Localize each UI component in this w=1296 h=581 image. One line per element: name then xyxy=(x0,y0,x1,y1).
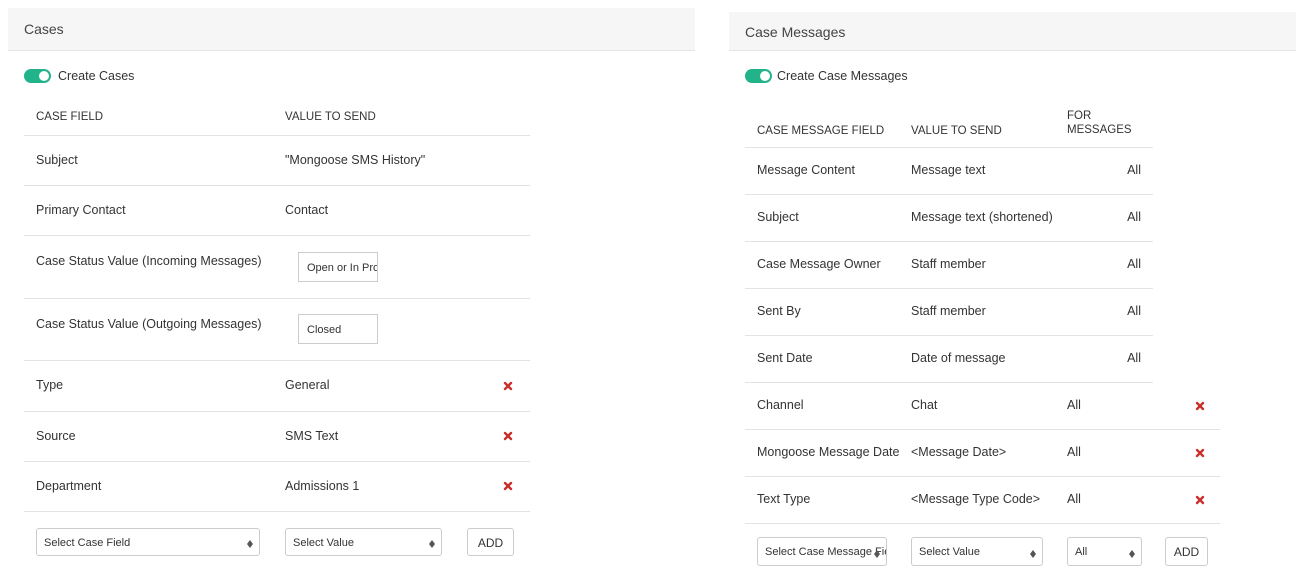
field-label: Subject xyxy=(36,153,78,167)
select[interactable]: All xyxy=(1067,537,1142,566)
toggle[interactable] xyxy=(24,69,51,83)
field-label: Message Content xyxy=(757,163,855,177)
field-label: Case Message Owner xyxy=(757,257,881,271)
field-label: Source xyxy=(36,429,76,443)
value-input[interactable]: Closed xyxy=(298,314,378,344)
column-header: VALUE TO SEND xyxy=(285,111,376,123)
remove-icon[interactable] xyxy=(1195,401,1205,411)
field-label: Department xyxy=(36,479,102,493)
column-header: FOR MESSAGES xyxy=(1067,110,1132,136)
row-divider xyxy=(24,511,530,512)
row-divider xyxy=(745,476,1220,477)
value-text: Date of message xyxy=(911,351,1006,365)
field-label: Mongoose Message Date xyxy=(757,445,900,459)
row-divider xyxy=(24,298,530,299)
for-text: All xyxy=(1067,492,1081,506)
value-text: SMS Text xyxy=(285,429,339,443)
value-text: Chat xyxy=(911,398,938,412)
field-label: Case Status Value (Outgoing Messages) xyxy=(36,317,262,331)
field-label: Sent By xyxy=(757,304,801,318)
field-label: Subject xyxy=(757,210,799,224)
row-divider xyxy=(24,135,530,136)
row-divider xyxy=(745,194,1153,195)
toggle[interactable] xyxy=(745,69,772,83)
panel-title: Case Messages xyxy=(745,24,846,40)
row-divider xyxy=(745,429,1220,430)
add-button[interactable]: ADD xyxy=(1165,537,1208,566)
for-text: All xyxy=(1127,351,1141,365)
row-divider xyxy=(745,147,1153,148)
for-text: All xyxy=(1127,304,1141,318)
for-text: All xyxy=(1127,257,1141,271)
for-text: All xyxy=(1067,398,1081,412)
toggle-label: Create Cases xyxy=(58,69,135,83)
column-header: CASE MESSAGE FIELD xyxy=(757,125,885,137)
for-text: All xyxy=(1127,210,1141,224)
row-divider xyxy=(24,360,530,361)
row-divider xyxy=(24,411,530,412)
select[interactable]: Select Case Message Field xyxy=(757,537,887,566)
field-label: Sent Date xyxy=(757,351,813,365)
field-label: Channel xyxy=(757,398,804,412)
add-button[interactable]: ADD xyxy=(467,528,514,556)
value-text: General xyxy=(285,378,330,392)
value-text: <Message Date> xyxy=(911,445,1007,459)
value-text: Contact xyxy=(285,203,329,217)
row-divider xyxy=(24,235,530,236)
remove-icon[interactable] xyxy=(503,481,513,491)
row-divider xyxy=(745,288,1153,289)
row-divider xyxy=(745,382,1153,383)
for-text: All xyxy=(1067,445,1081,459)
toggle-label: Create Case Messages xyxy=(777,69,908,83)
row-divider xyxy=(745,335,1153,336)
remove-icon[interactable] xyxy=(503,381,513,391)
select[interactable]: Select Value xyxy=(911,537,1043,566)
field-label: Case Status Value (Incoming Messages) xyxy=(36,254,262,268)
value-text: Message text (shortened) xyxy=(911,210,1053,224)
value-text: <Message Type Code> xyxy=(911,492,1041,506)
field-label: Type xyxy=(36,378,64,392)
field-label: Text Type xyxy=(757,492,811,506)
value-text: Staff member xyxy=(911,304,986,318)
select[interactable]: Select Value xyxy=(285,528,442,556)
value-text: Admissions 1 xyxy=(285,479,360,493)
row-divider xyxy=(24,461,530,462)
value-text: Staff member xyxy=(911,257,986,271)
remove-icon[interactable] xyxy=(1195,448,1205,458)
row-divider xyxy=(24,185,530,186)
value-input[interactable]: Open or In Pro xyxy=(298,251,378,282)
row-divider xyxy=(745,523,1220,524)
remove-icon[interactable] xyxy=(503,431,513,441)
column-header: CASE FIELD xyxy=(36,111,104,123)
field-label: Primary Contact xyxy=(36,203,126,217)
panel-title: Cases xyxy=(24,21,64,37)
panel-header xyxy=(8,8,695,51)
value-text: Message text xyxy=(911,163,986,177)
panel-header xyxy=(729,12,1296,51)
row-divider xyxy=(745,241,1153,242)
column-header: VALUE TO SEND xyxy=(911,125,1002,137)
select[interactable]: Select Case Field xyxy=(36,528,260,556)
remove-icon[interactable] xyxy=(1195,495,1205,505)
for-text: All xyxy=(1127,163,1141,177)
value-text: "Mongoose SMS History" xyxy=(285,153,426,167)
